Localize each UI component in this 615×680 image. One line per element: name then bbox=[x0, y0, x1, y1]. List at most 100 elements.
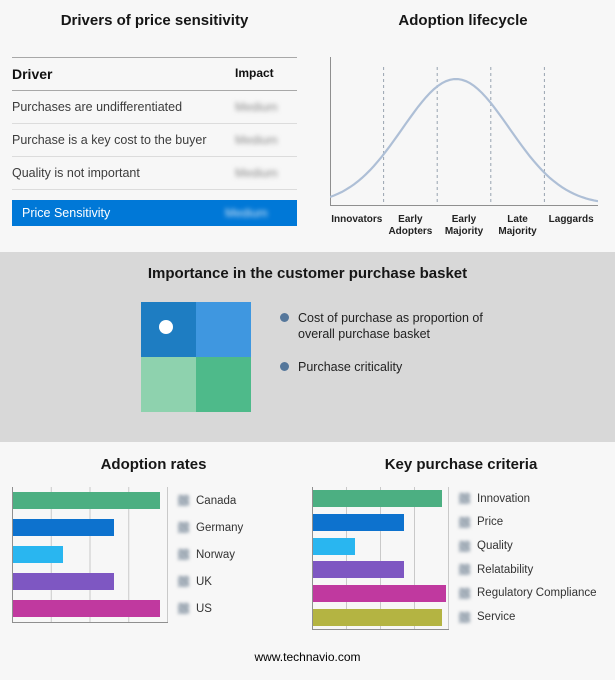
criteria-icon bbox=[459, 611, 470, 623]
key-purchase-criteria-chart: Innovation Price Quality Relatability Regula… bbox=[312, 487, 615, 630]
legend-bullet-icon bbox=[280, 313, 289, 322]
adoption-rates-labels: Canada Germany Norway UK US bbox=[178, 487, 298, 622]
bar-label-norway: Norway bbox=[178, 546, 298, 563]
bar-label-quality: Quality bbox=[459, 538, 611, 555]
flag-icon bbox=[178, 495, 189, 506]
quadrant-bottom-left bbox=[141, 357, 196, 412]
bar-label-relatability: Relatability bbox=[459, 561, 611, 578]
position-marker-dot bbox=[159, 320, 173, 334]
bar-relatability bbox=[313, 561, 405, 579]
bar-innovation bbox=[313, 490, 443, 508]
impact-value: Medium bbox=[235, 100, 278, 114]
website-url: www.technavio.com bbox=[254, 650, 361, 664]
category-name: Innovation bbox=[477, 492, 531, 505]
basket-legend-item-1: Cost of purchase as proportion of overal… bbox=[280, 310, 490, 343]
driver-name: Purchase is a key cost to the buyer bbox=[12, 133, 207, 147]
stage-label-laggards: Laggards bbox=[548, 214, 594, 225]
bar-service bbox=[313, 608, 443, 626]
price-sensitivity-row: Price Sensitivity Medium bbox=[12, 200, 297, 226]
bar-label-germany: Germany bbox=[178, 519, 298, 536]
price-sensitivity-impact-value: Medium bbox=[225, 206, 268, 220]
top-section: Drivers of price sensitivity Driver Impa… bbox=[0, 0, 615, 252]
category-name: UK bbox=[196, 575, 212, 588]
bar-label-price: Price bbox=[459, 514, 611, 531]
bar-quality bbox=[313, 537, 356, 555]
purchase-basket-quadrant bbox=[141, 302, 251, 412]
key-purchase-criteria-panel: Key purchase criteria Innovation Price Qua… bbox=[307, 442, 615, 642]
category-name: US bbox=[196, 602, 212, 615]
category-name: Germany bbox=[196, 521, 244, 534]
adoption-rates-title: Adoption rates bbox=[100, 456, 207, 473]
key-purchase-criteria-plot bbox=[312, 487, 449, 630]
bar-us bbox=[13, 600, 161, 617]
criteria-icon bbox=[459, 516, 470, 528]
criteria-icon bbox=[459, 587, 470, 599]
bar-price bbox=[313, 513, 405, 531]
bar-norway bbox=[13, 546, 63, 563]
category-name: Service bbox=[477, 611, 516, 624]
bar-label-canada: Canada bbox=[178, 492, 298, 509]
quadrant-bottom-right bbox=[196, 357, 251, 412]
impact-value: Medium bbox=[235, 133, 278, 147]
criteria-icon bbox=[459, 493, 470, 505]
driver-name: Quality is not important bbox=[12, 166, 140, 180]
drivers-table-body: Purchases are undifferentiated Medium Purc… bbox=[12, 91, 297, 190]
drivers-table-header: Driver Impact bbox=[12, 57, 297, 91]
drivers-title: Drivers of price sensitivity bbox=[60, 12, 249, 29]
flag-icon bbox=[178, 603, 189, 614]
quadrant-top-right bbox=[196, 302, 251, 357]
category-name: Regulatory Compliance bbox=[477, 587, 597, 600]
adoption-lifecycle-curve-chart bbox=[330, 57, 598, 206]
basket-legend-item-2: Purchase criticality bbox=[280, 359, 490, 375]
basket-title: Importance in the customer purchase bask… bbox=[147, 265, 468, 282]
lifecycle-axis bbox=[330, 57, 598, 206]
stage-label-late-majority: Late Majority bbox=[498, 214, 537, 237]
driver-row-3: Quality is not important Medium bbox=[12, 157, 297, 190]
bar-canada bbox=[13, 492, 161, 509]
flag-icon bbox=[178, 522, 189, 533]
driver-row-1: Purchases are undifferentiated Medium bbox=[12, 91, 297, 124]
adoption-rates-panel: Adoption rates Canada Germany Norway UK US bbox=[0, 442, 307, 642]
criteria-icon bbox=[459, 540, 470, 552]
purchase-basket-section: Importance in the customer purchase bask… bbox=[0, 252, 615, 442]
category-name: Relatability bbox=[477, 563, 534, 576]
bell-curve-line bbox=[330, 78, 598, 203]
category-name: Price bbox=[477, 516, 504, 529]
stage-label-early-adopters: Early Adopters bbox=[388, 214, 433, 237]
legend-bullet-icon bbox=[280, 361, 289, 371]
impact-value: Medium bbox=[235, 166, 278, 180]
flag-icon bbox=[178, 576, 189, 587]
criteria-icon bbox=[459, 564, 470, 576]
bar-label-us: US bbox=[178, 600, 298, 617]
bottom-section: Adoption rates Canada Germany Norway UK US K… bbox=[0, 442, 615, 652]
drivers-table: Driver Impact Purchases are undifferenti… bbox=[12, 57, 297, 226]
key-purchase-criteria-labels: Innovation Price Quality Relatability Regula… bbox=[459, 487, 611, 629]
basket-legend-text: Purchase criticality bbox=[298, 359, 403, 374]
driver-row-2: Purchase is a key cost to the buyer Mediu… bbox=[12, 124, 297, 157]
price-sensitivity-label: Price Sensitivity bbox=[22, 206, 111, 220]
flag-icon bbox=[178, 549, 189, 560]
basket-legend-text: Cost of purchase as proportion of overal… bbox=[298, 311, 483, 342]
category-name: Quality bbox=[477, 540, 513, 553]
category-name: Canada bbox=[196, 494, 237, 507]
driver-column-header: Driver bbox=[12, 66, 53, 82]
bar-regulatory-compliance bbox=[313, 584, 447, 602]
impact-column-header: Impact bbox=[235, 66, 274, 80]
drivers-of-price-sensitivity-panel: Drivers of price sensitivity Driver Impa… bbox=[12, 12, 297, 226]
bar-label-uk: UK bbox=[178, 573, 298, 590]
category-name: Norway bbox=[196, 548, 235, 561]
lifecycle-title: Adoption lifecycle bbox=[398, 12, 528, 29]
stage-label-early-majority: Early Majority bbox=[444, 214, 484, 237]
basket-legend: Cost of purchase as proportion of overal… bbox=[280, 310, 490, 391]
driver-name: Purchases are undifferentiated bbox=[12, 100, 183, 114]
bar-germany bbox=[13, 519, 114, 536]
bar-label-regulatory-compliance: Regulatory Compliance bbox=[459, 585, 611, 602]
adoption-lifecycle-panel: Adoption lifecycle Innovators Early Adopt… bbox=[318, 12, 608, 237]
adoption-rates-chart: Canada Germany Norway UK US bbox=[12, 487, 307, 623]
lifecycle-stage-labels: Innovators Early Adopters Early Majority La… bbox=[330, 214, 598, 237]
adoption-rates-plot bbox=[12, 487, 168, 623]
key-purchase-criteria-title: Key purchase criteria bbox=[384, 456, 538, 473]
bar-label-innovation: Innovation bbox=[459, 490, 611, 507]
bar-label-service: Service bbox=[459, 609, 611, 626]
